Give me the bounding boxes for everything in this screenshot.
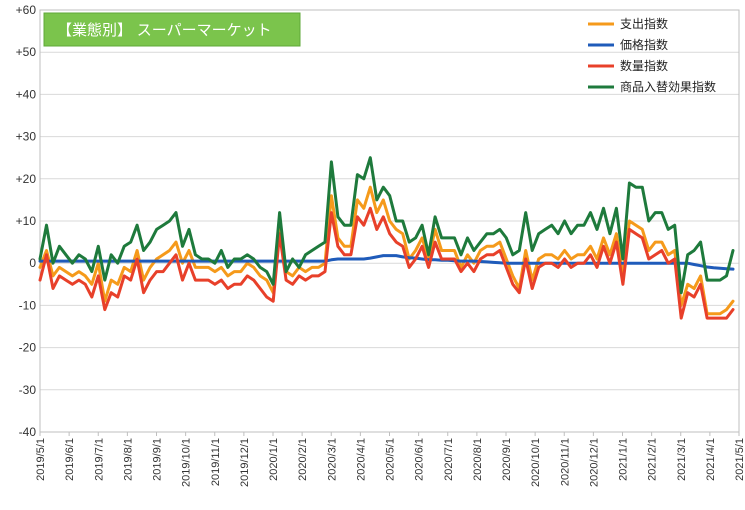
x-tick-label: 2019/11/1 <box>210 438 222 486</box>
y-tick-label: +30 <box>16 130 37 144</box>
y-tick-label: 0 <box>29 256 36 270</box>
x-tick-label: 2020/1/1 <box>268 438 280 481</box>
series-line-2 <box>38 206 735 320</box>
y-tick-label: +40 <box>16 87 37 101</box>
series-layer <box>38 156 735 320</box>
x-tick-label: 2020/11/1 <box>559 438 571 486</box>
y-tick-label: -20 <box>19 341 37 355</box>
x-tick-label: 2021/4/1 <box>705 438 717 481</box>
y-tick-label: -40 <box>19 425 37 439</box>
x-tick-label: 2021/3/1 <box>676 438 688 481</box>
x-tick-label: 2020/5/1 <box>385 438 397 481</box>
chart-title: 【業態別】 スーパーマーケット <box>57 21 272 39</box>
x-tick-label: 2019/10/1 <box>181 438 193 487</box>
x-tick-label: 2020/12/1 <box>588 438 600 487</box>
x-tick-label: 2021/5/1 <box>734 438 745 481</box>
y-tick-label: -30 <box>19 383 37 397</box>
legend-label: 数量指数 <box>620 58 668 73</box>
x-tick-label: 2020/9/1 <box>501 438 513 481</box>
x-tick-label: 2021/2/1 <box>647 438 659 481</box>
x-tick-label: 2020/4/1 <box>355 438 367 481</box>
x-tick-label: 2019/5/1 <box>35 438 47 481</box>
x-tick-label: 2020/2/1 <box>297 438 309 481</box>
x-tick-label: 2020/3/1 <box>326 438 338 481</box>
x-tick-label: 2019/9/1 <box>152 438 164 481</box>
legend-label: 商品入替効果指数 <box>620 79 716 94</box>
x-tick-label: 2019/8/1 <box>122 438 134 481</box>
x-tick-label: 2020/7/1 <box>443 438 455 481</box>
y-tick-label: -10 <box>19 298 37 312</box>
y-tick-label: +60 <box>16 3 37 17</box>
y-tick-label: +20 <box>16 172 37 186</box>
legend-label: 支出指数 <box>620 16 668 31</box>
x-tick-label: 2019/7/1 <box>93 438 105 481</box>
x-tick-label: 2020/6/1 <box>414 438 426 481</box>
x-tick-label: 2020/8/1 <box>472 438 484 481</box>
legend-label: 価格指数 <box>620 37 668 52</box>
chart-title-box: 【業態別】 スーパーマーケット <box>43 12 301 47</box>
series-line-3 <box>38 156 735 295</box>
series-line-1 <box>38 254 735 271</box>
x-tick-label: 2021/1/1 <box>618 438 630 481</box>
x-tick-label: 2019/6/1 <box>64 438 76 481</box>
x-tick-label: 2019/12/1 <box>239 438 251 487</box>
y-tick-label: +50 <box>16 45 37 59</box>
y-tick-label: +10 <box>16 214 37 228</box>
x-tick-label: 2020/10/1 <box>530 438 542 487</box>
chart-title-background <box>43 12 301 47</box>
